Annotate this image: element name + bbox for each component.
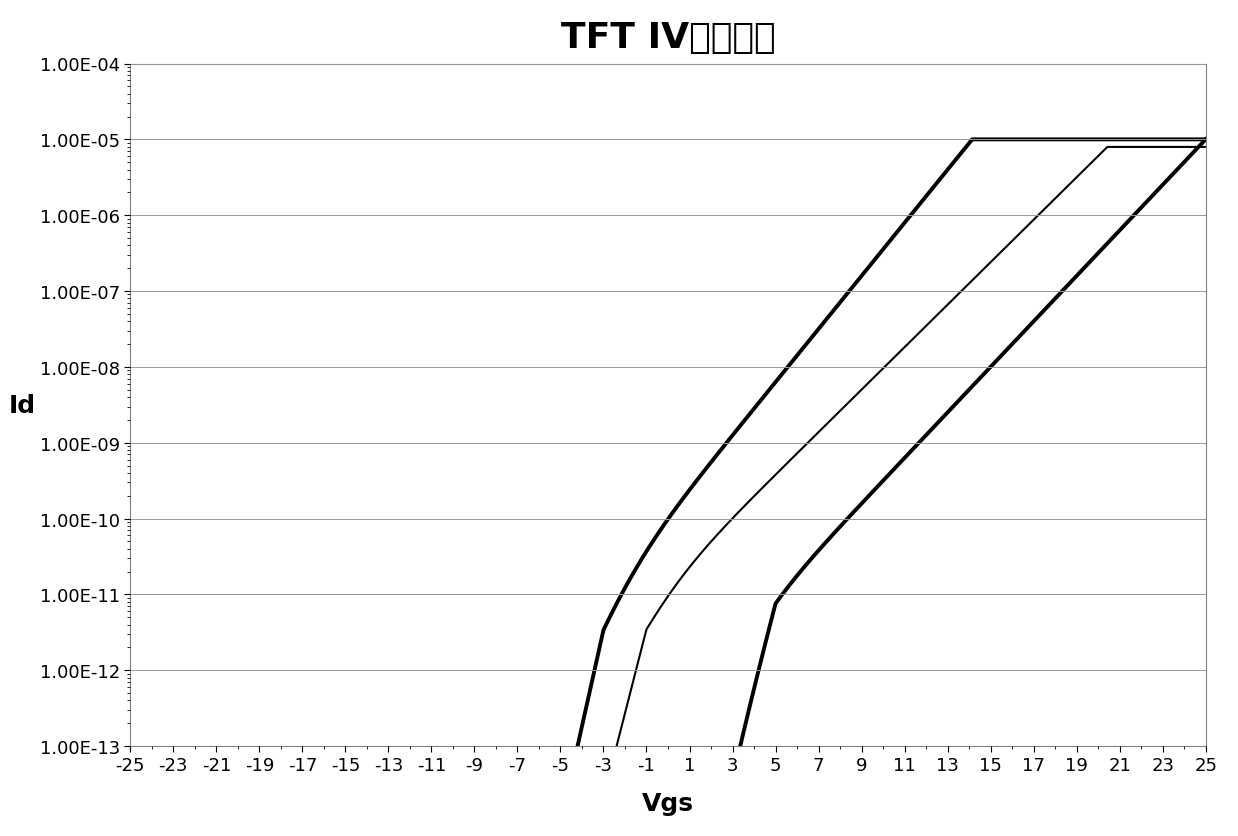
Y-axis label: Id: Id xyxy=(9,393,36,417)
X-axis label: Vgs: Vgs xyxy=(643,791,695,815)
Title: TFT IV特性曲线: TFT IV特性曲线 xyxy=(561,21,775,55)
